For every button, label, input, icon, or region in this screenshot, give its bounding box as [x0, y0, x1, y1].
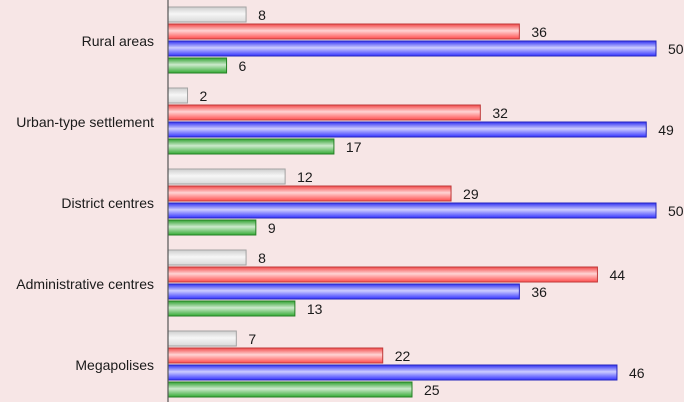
data-label: 44: [609, 267, 625, 283]
bar: [167, 6, 247, 23]
bar: [167, 185, 452, 202]
bar: [167, 364, 618, 381]
bar: [167, 381, 413, 398]
data-label: 6: [239, 58, 247, 74]
category-label: Urban-type settlement: [16, 114, 154, 130]
bar: [167, 300, 296, 317]
bar: [167, 87, 189, 104]
data-label: 36: [531, 24, 547, 40]
category-label: Rural areas: [82, 33, 154, 49]
bar: [167, 266, 598, 283]
bar: [167, 347, 384, 364]
category-label: Administrative centres: [16, 276, 154, 292]
bar: [167, 138, 335, 155]
data-label: 50: [668, 41, 684, 57]
data-label: 17: [346, 139, 362, 155]
bar: [167, 168, 286, 185]
data-label: 32: [492, 105, 508, 121]
bar: [167, 104, 481, 121]
bar: [167, 330, 237, 347]
bar: [167, 121, 647, 138]
category-label: Megapolises: [75, 357, 154, 373]
bar: [167, 40, 657, 57]
bar: [167, 249, 247, 266]
data-label: 7: [248, 331, 256, 347]
bar: [167, 202, 657, 219]
data-label: 36: [531, 284, 547, 300]
data-label: 13: [307, 301, 323, 317]
category-labels: Rural areas Urban-type settlement District…: [16, 33, 154, 373]
data-label: 46: [629, 365, 645, 381]
data-label: 25: [424, 382, 440, 398]
bar: [167, 219, 257, 236]
data-label: 8: [258, 7, 266, 23]
data-label: 8: [258, 250, 266, 266]
category-label: District centres: [61, 195, 154, 211]
data-label: 49: [658, 122, 674, 138]
bar: [167, 23, 520, 40]
bar: [167, 57, 228, 74]
data-label: 9: [268, 220, 276, 236]
bar: [167, 283, 520, 300]
data-label: 2: [200, 88, 208, 104]
data-label: 22: [395, 348, 411, 364]
data-label: 12: [297, 169, 313, 185]
data-label: 29: [463, 186, 479, 202]
data-label: 50: [668, 203, 684, 219]
